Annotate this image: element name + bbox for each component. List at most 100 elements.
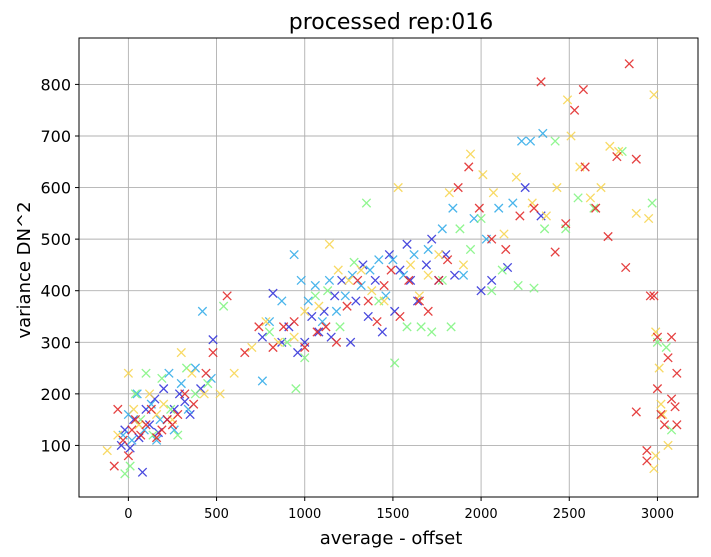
data-point: [158, 384, 169, 394]
data-point: [605, 141, 615, 151]
data-point: [113, 404, 123, 414]
data-point: [631, 407, 641, 417]
data-point: [169, 425, 179, 435]
data-point: [631, 208, 641, 219]
data-point: [185, 409, 195, 420]
data-point: [141, 368, 151, 378]
data-point: [624, 59, 634, 69]
data-point: [322, 286, 333, 296]
data-point: [324, 239, 335, 249]
data-point: [591, 203, 601, 213]
data-point: [300, 306, 310, 316]
data-point: [536, 77, 546, 87]
data-point: [310, 291, 320, 301]
data-point: [552, 182, 562, 193]
data-point: [658, 409, 668, 420]
data-point: [188, 399, 199, 409]
data-point: [529, 283, 539, 293]
data-point: [363, 296, 373, 306]
data-point: [120, 469, 130, 479]
data-point: [229, 368, 239, 378]
data-point: [173, 409, 183, 420]
data-point: [296, 275, 306, 286]
data-point: [289, 249, 299, 260]
data-point: [421, 260, 432, 270]
data-point: [494, 203, 504, 213]
data-point: [386, 265, 396, 275]
data-point: [377, 327, 387, 337]
data-point: [118, 435, 128, 445]
data-point: [538, 128, 548, 139]
data-point: [155, 414, 165, 425]
data-point: [666, 394, 677, 404]
data-point: [427, 327, 437, 337]
data-point: [180, 396, 190, 407]
data-point: [404, 275, 414, 286]
y-axis-label: variance DN^2: [14, 201, 35, 338]
data-point: [317, 316, 328, 327]
data-point: [541, 211, 551, 221]
data-point: [663, 353, 673, 363]
data-point: [358, 260, 368, 270]
data-point: [381, 291, 391, 301]
data-point: [314, 301, 324, 311]
data-point: [393, 182, 403, 193]
data-point: [125, 461, 135, 471]
data-point: [478, 170, 488, 180]
data-point: [412, 296, 423, 306]
data-point: [434, 249, 444, 260]
data-point: [414, 296, 425, 306]
data-point: [137, 467, 148, 477]
data-point: [268, 342, 278, 353]
data-point: [335, 322, 345, 332]
data-point: [314, 327, 324, 337]
data-point: [257, 332, 268, 342]
data-point: [218, 301, 229, 311]
data-point: [589, 203, 599, 213]
data-point: [349, 257, 359, 268]
data-point: [458, 270, 469, 280]
data-point: [550, 247, 560, 257]
data-point: [342, 301, 352, 311]
data-point: [289, 316, 299, 327]
data-point: [125, 443, 135, 453]
data-point: [307, 311, 317, 322]
data-point: [374, 255, 384, 265]
x-tick-label: 2500: [553, 507, 586, 522]
data-point: [384, 249, 395, 260]
data-point: [157, 425, 167, 435]
data-point: [550, 136, 560, 146]
data-point: [656, 409, 666, 420]
chart-title: processed rep:016: [289, 10, 494, 35]
series-2: [120, 136, 677, 479]
data-point: [395, 311, 405, 322]
data-point: [437, 275, 447, 286]
data-point: [146, 404, 156, 414]
data-points: [102, 59, 682, 479]
data-point: [502, 262, 513, 273]
data-point: [157, 373, 167, 384]
data-point: [649, 291, 659, 301]
data-point: [501, 244, 511, 255]
data-point: [455, 224, 465, 234]
data-point: [643, 213, 654, 224]
data-point: [264, 327, 275, 337]
data-point: [144, 389, 155, 399]
data-point: [151, 433, 162, 443]
data-point: [180, 389, 190, 399]
data-point: [621, 262, 631, 273]
data-point: [257, 376, 268, 386]
data-point: [453, 182, 463, 193]
x-tick-label: 0: [124, 507, 132, 522]
y-tick-label: 500: [40, 230, 71, 249]
data-point: [222, 291, 232, 301]
data-point: [580, 162, 590, 172]
data-point: [127, 435, 137, 445]
x-tick-label: 500: [204, 507, 229, 522]
data-point: [527, 198, 537, 208]
y-tick-label: 800: [40, 75, 71, 94]
data-point: [141, 420, 151, 430]
data-point: [613, 146, 624, 157]
data-point: [129, 404, 139, 414]
